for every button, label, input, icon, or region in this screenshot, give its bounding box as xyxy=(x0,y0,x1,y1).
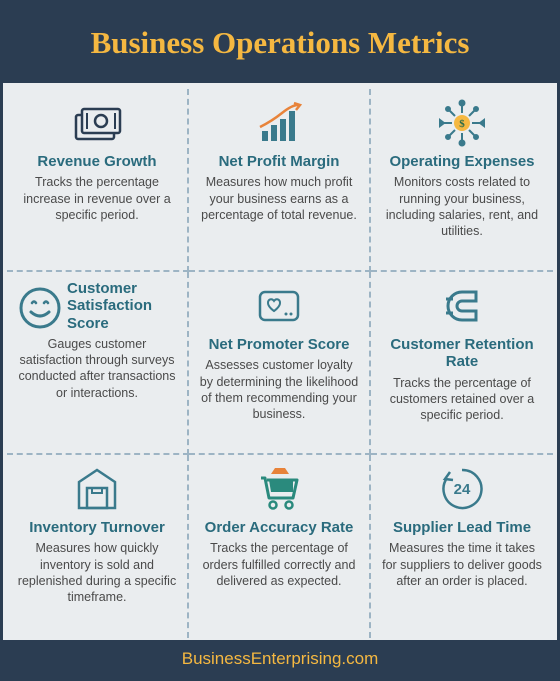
shopping-cart-icon xyxy=(255,463,303,515)
metric-title: Inventory Turnover xyxy=(29,519,165,536)
metric-title: Order Accuracy Rate xyxy=(205,519,354,536)
metric-cell-csat: Customer Satisfaction Score Gauges custo… xyxy=(7,272,189,455)
footer-text: BusinessEnterprising.com xyxy=(12,649,548,669)
heart-card-icon xyxy=(254,280,304,332)
metric-title: Net Profit Margin xyxy=(219,153,340,170)
footer: BusinessEnterprising.com xyxy=(3,640,557,678)
smile-face-icon xyxy=(17,284,63,332)
metric-cell-retention: Customer Retention Rate Tracks the perce… xyxy=(371,272,553,455)
metric-description: Gauges customer satisfaction through sur… xyxy=(17,336,177,401)
metric-description: Tracks the percentage of orders fulfille… xyxy=(199,540,359,589)
metric-description: Monitors costs related to running your b… xyxy=(381,174,543,239)
warehouse-icon xyxy=(73,463,121,515)
metric-description: Tracks the percentage increase in revenu… xyxy=(17,174,177,223)
header: Business Operations Metrics xyxy=(3,3,557,83)
metric-title: Revenue Growth xyxy=(37,153,156,170)
metric-title: Customer Retention Rate xyxy=(381,336,543,371)
metric-description: Measures how much profit your business e… xyxy=(199,174,359,223)
metric-description: Tracks the percentage of customers retai… xyxy=(381,375,543,424)
infographic-container: Business Operations Metrics Revenue Grow… xyxy=(0,0,560,681)
metric-description: Assesses customer loyalty by determining… xyxy=(199,357,359,422)
metric-cell-nps: Net Promoter Score Assesses customer loy… xyxy=(189,272,371,455)
metric-title: Customer Satisfaction Score xyxy=(67,280,177,332)
metric-description: Measures the time it takes for suppliers… xyxy=(381,540,543,589)
metric-cell-order-accuracy: Order Accuracy Rate Tracks the percentag… xyxy=(189,455,371,638)
expense-radial-icon: $ xyxy=(435,97,489,149)
page-title: Business Operations Metrics xyxy=(13,25,547,61)
metrics-grid: Revenue Growth Tracks the percentage inc… xyxy=(3,83,557,640)
metric-description: Measures how quickly inventory is sold a… xyxy=(17,540,177,605)
metric-cell-net-profit-margin: Net Profit Margin Measures how much prof… xyxy=(189,89,371,272)
magnet-icon xyxy=(438,280,486,332)
money-stack-icon xyxy=(70,97,124,149)
svg-text:24: 24 xyxy=(454,481,471,498)
metric-cell-revenue-growth: Revenue Growth Tracks the percentage inc… xyxy=(7,89,189,272)
metric-title: Net Promoter Score xyxy=(209,336,350,353)
clock-24-icon: 24 xyxy=(438,463,486,515)
metric-cell-operating-expenses: $ Operating Expenses Monitors costs rela… xyxy=(371,89,553,272)
metric-title: Operating Expenses xyxy=(389,153,534,170)
metric-title: Supplier Lead Time xyxy=(393,519,531,536)
metric-cell-supplier-lead-time: 24 Supplier Lead Time Measures the time … xyxy=(371,455,553,638)
metric-cell-inventory-turnover: Inventory Turnover Measures how quickly … xyxy=(7,455,189,638)
svg-text:$: $ xyxy=(459,118,465,130)
growth-chart-icon xyxy=(252,97,306,149)
